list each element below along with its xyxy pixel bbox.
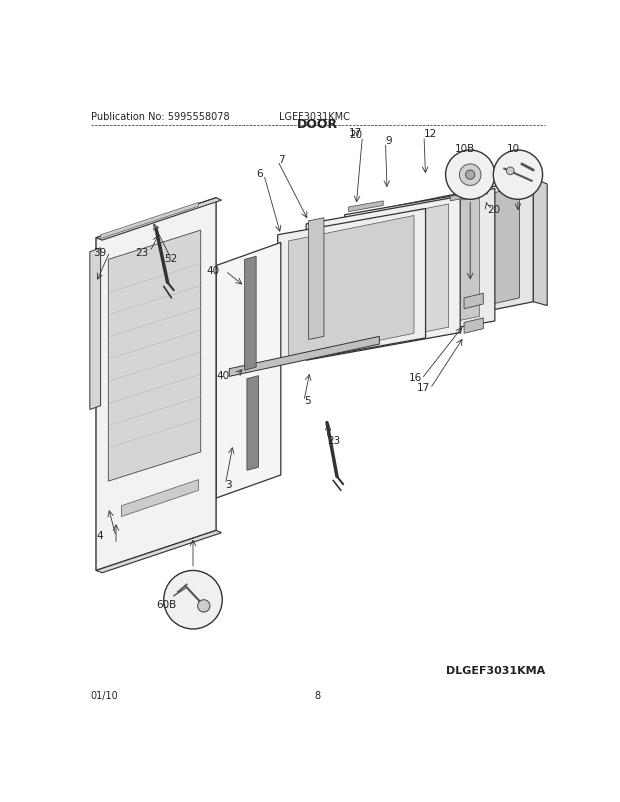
Polygon shape [345,189,495,348]
Polygon shape [122,480,198,517]
Polygon shape [348,201,383,213]
Text: 6: 6 [256,169,263,179]
Polygon shape [360,197,479,342]
Text: 3: 3 [225,480,232,489]
Circle shape [446,151,495,200]
Text: 10: 10 [507,144,520,154]
Text: 16: 16 [409,373,422,383]
Circle shape [164,571,222,630]
Text: 10B: 10B [455,144,475,154]
Text: 23: 23 [135,247,148,257]
Text: 9: 9 [386,136,392,146]
Polygon shape [229,337,379,377]
Polygon shape [100,203,198,239]
Polygon shape [245,257,256,371]
Text: 17: 17 [417,383,430,393]
Polygon shape [464,294,484,310]
Polygon shape [317,205,449,354]
Polygon shape [450,190,487,201]
Polygon shape [96,199,221,241]
Polygon shape [247,376,259,471]
Polygon shape [278,209,425,365]
Polygon shape [306,197,460,361]
Polygon shape [108,231,201,481]
Text: 60B: 60B [156,599,176,609]
Circle shape [466,171,475,180]
Polygon shape [288,217,414,359]
Polygon shape [96,199,216,571]
Text: 5: 5 [304,395,311,405]
Text: 23: 23 [327,435,340,445]
Text: Publication No: 5995558078: Publication No: 5995558078 [91,111,229,122]
Circle shape [494,151,542,200]
Text: 40: 40 [216,371,229,380]
Text: 17: 17 [349,128,363,138]
Text: 40: 40 [206,265,219,276]
Text: LGEF3031KMC: LGEF3031KMC [279,111,350,122]
Text: 8: 8 [315,690,321,700]
Text: 39: 39 [93,247,106,257]
Text: 20: 20 [349,130,363,140]
Text: 01/10: 01/10 [91,690,118,700]
Polygon shape [216,243,281,499]
Polygon shape [90,249,100,410]
Text: 7: 7 [278,155,285,165]
Text: 12: 12 [424,129,437,139]
Circle shape [459,164,481,186]
Polygon shape [396,188,520,326]
Text: 4: 4 [96,530,103,541]
Text: 52: 52 [164,253,177,264]
Polygon shape [309,218,324,340]
Text: DOOR: DOOR [297,118,339,131]
Text: DLGEF3031KMA: DLGEF3031KMA [446,666,545,675]
Circle shape [507,168,514,176]
Polygon shape [96,531,221,573]
Circle shape [198,600,210,612]
Polygon shape [379,180,533,333]
Text: 20: 20 [487,205,500,215]
Polygon shape [464,318,484,334]
Polygon shape [533,180,547,306]
